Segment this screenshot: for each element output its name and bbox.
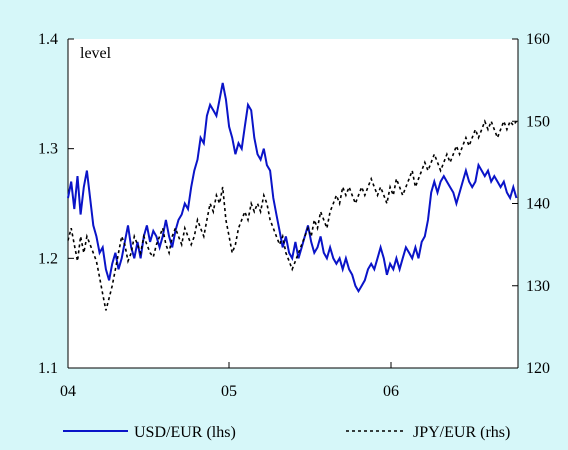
series-jpy-eur-line	[67, 119, 518, 311]
x-tick-label: 05	[221, 383, 237, 400]
right-tick-label: 150	[526, 113, 550, 130]
left-tick-label: 1.3	[38, 141, 58, 158]
right-tick-label: 160	[526, 31, 550, 48]
right-axis-ticks: 120 130 140 150 160	[512, 31, 550, 377]
right-tick-label: 130	[526, 278, 550, 295]
left-tick-label: 1.1	[38, 360, 58, 377]
series-usd-eur-line	[67, 82, 518, 294]
legend-label-jpy: JPY/EUR (rhs)	[413, 424, 510, 441]
unit-label: level	[80, 45, 112, 62]
plot-area	[68, 39, 518, 368]
series-layer	[67, 82, 518, 311]
left-tick-label: 1.4	[38, 31, 58, 48]
legend: USD/EUR (lhs) JPY/EUR (rhs)	[63, 424, 510, 441]
right-tick-label: 140	[526, 196, 550, 213]
legend-label-usd: USD/EUR (lhs)	[134, 424, 236, 441]
right-tick-label: 120	[526, 360, 550, 377]
x-tick-label: 06	[383, 383, 399, 400]
left-tick-label: 1.2	[38, 250, 58, 267]
left-axis-ticks: 1.1 1.2 1.3 1.4	[38, 31, 74, 377]
x-axis-ticks: 04 05 06	[60, 362, 399, 400]
x-tick-label: 04	[60, 383, 76, 400]
